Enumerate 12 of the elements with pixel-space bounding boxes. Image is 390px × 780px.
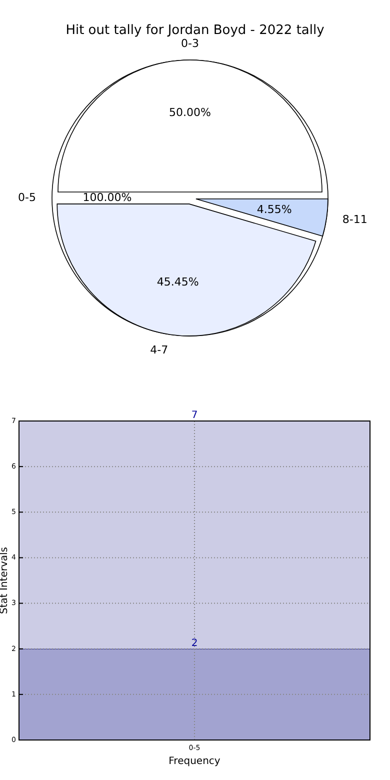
data-label: 100.00% [82,191,132,204]
data-label: 50.00% [169,106,211,119]
slice-label: 0-5 [18,191,36,204]
slice-label: 4-7 [150,343,168,356]
slice-label: 8-11 [342,212,368,226]
x-axis-title: Frequency [168,756,220,767]
slice-label: 0-3 [181,37,199,50]
data-label: 45.45% [156,275,199,288]
data-label: 4.55% [256,203,292,216]
total-label: 7 [191,410,198,421]
chart-title: Hit out tally for Jordan Boyd - 2022 tally [66,23,325,38]
data-label: 2 [191,638,198,649]
